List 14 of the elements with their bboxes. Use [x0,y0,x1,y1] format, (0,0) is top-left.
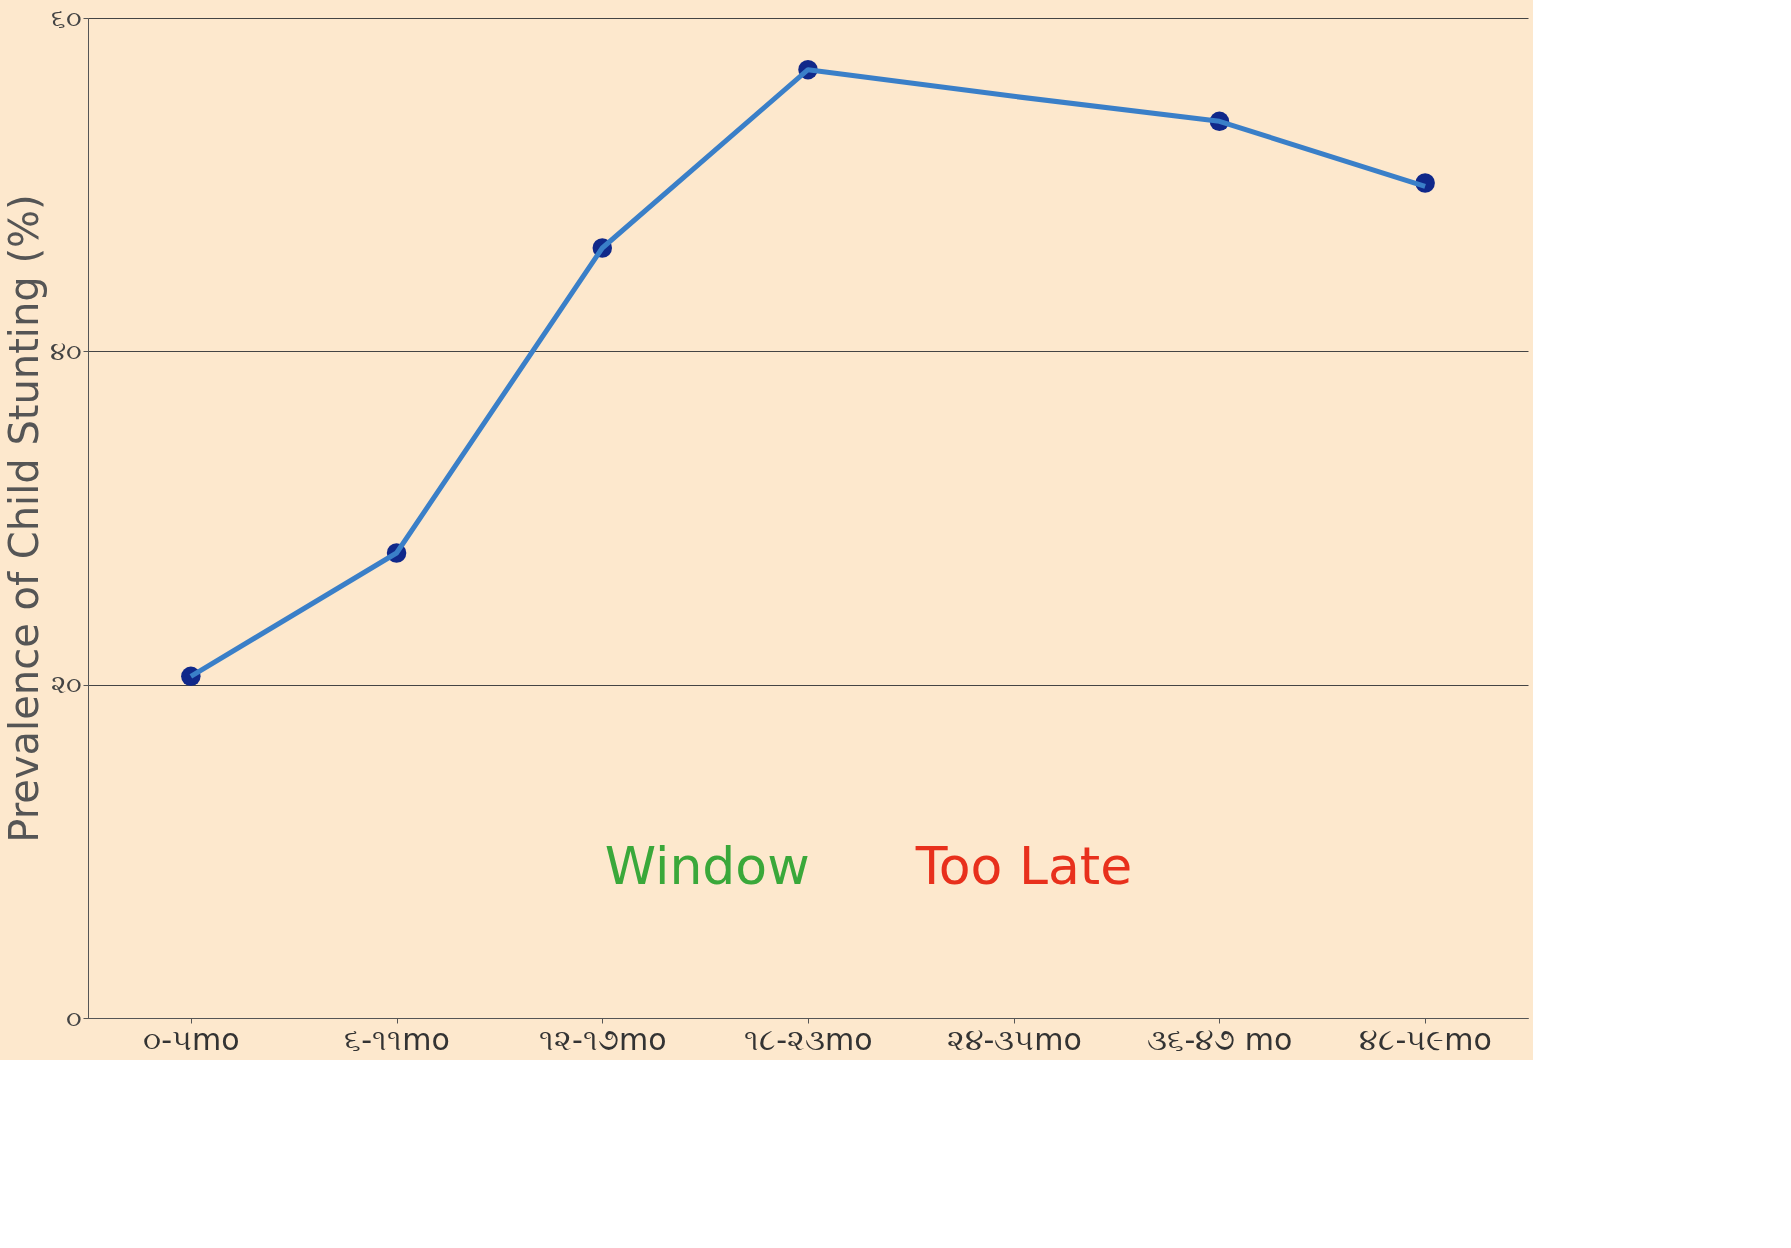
annotation: Too Late [914,836,1133,896]
x-tick-label: ૦-૫mo [143,1021,240,1057]
y-tick-label: ૨૦ [50,669,82,700]
x-tick-label: ૧૨-૧૭mo [539,1021,667,1057]
y-axis-title: Prevalence of Child Stunting (%) [0,194,47,843]
annotation: Window [604,836,810,896]
x-tick-label: ૩૬-૪૭ mo [1147,1021,1293,1057]
x-tick-label: ૬-૧૧mo [344,1021,450,1057]
x-tick-label: ૪૮-૫૯mo [1359,1021,1492,1057]
x-tick-label: ૧૮-૨૩mo [744,1021,873,1057]
y-tick-label: ૪૦ [49,335,82,366]
x-tick-label: ૨૪-૩૫mo [946,1021,1082,1057]
y-tick-label: ૦ [65,1002,82,1033]
y-tick-label: ૬૦ [50,2,82,33]
